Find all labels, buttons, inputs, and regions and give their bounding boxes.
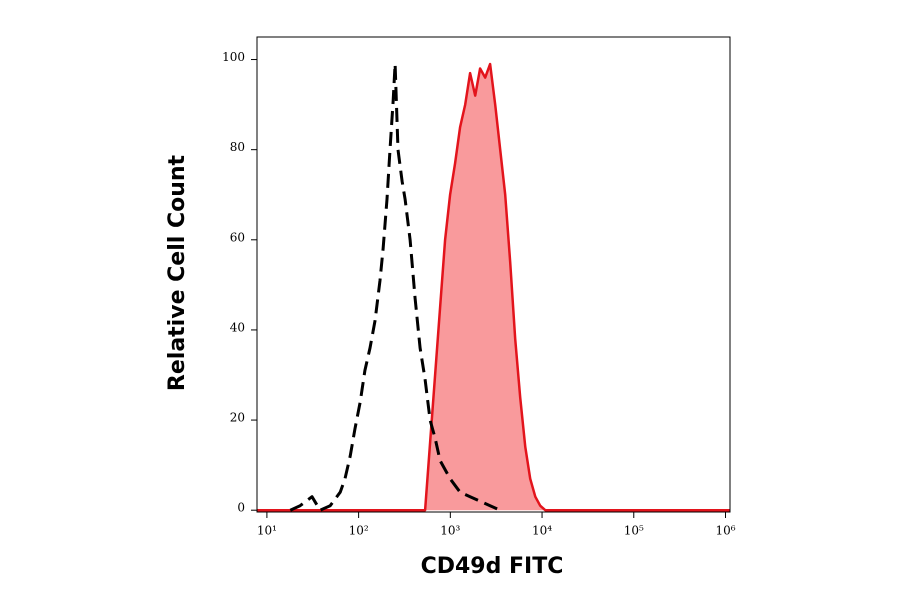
series-line: [289, 62, 501, 512]
series-line: [257, 62, 730, 512]
y-tick-label: 0: [237, 501, 245, 515]
x-tick-label: 10²: [349, 524, 369, 538]
y-tick-label: 60: [230, 230, 245, 244]
y-tick-label: 40: [230, 320, 245, 334]
x-tick-label: 10³: [440, 524, 460, 538]
x-tick-label: 10¹: [257, 524, 277, 538]
x-tick-label: 10⁶: [715, 524, 735, 538]
x-tick-label: 10⁵: [624, 524, 644, 538]
y-tick-label: 20: [230, 411, 245, 425]
plot-frame: [256, 36, 731, 513]
y-tick-label: 100: [222, 50, 245, 64]
y-tick-label: 80: [230, 140, 245, 154]
area-fill: [257, 64, 730, 511]
y-axis-label: Relative Cell Count: [165, 154, 190, 391]
x-tick-label: 10⁴: [532, 524, 552, 538]
x-axis-label: CD49d FITC: [421, 554, 564, 579]
